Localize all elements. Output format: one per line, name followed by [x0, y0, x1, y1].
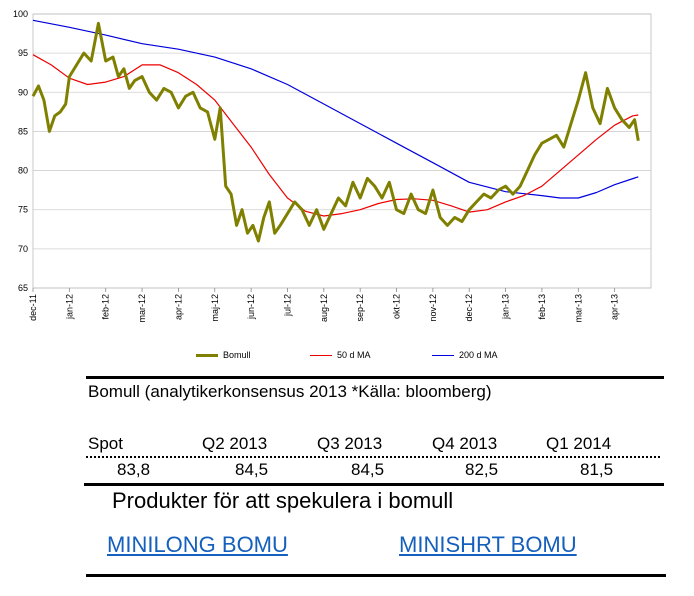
x-tick-label: okt-12 — [392, 294, 402, 319]
x-tick-label: feb-13 — [537, 294, 547, 320]
x-tick-label: jun-12 — [246, 294, 256, 320]
x-tick-label: jan-12 — [64, 294, 74, 320]
table-header-spot: Spot — [88, 434, 123, 453]
table-value-q1-2014: 81,5 — [580, 460, 614, 479]
x-axis: dec-11 jan-12 feb-12 mar-12 apr-12 maj-12 jun-… — [28, 288, 620, 323]
legend-label-200d-ma: 200 d MA — [459, 350, 498, 360]
chart-series — [31, 19, 640, 243]
legend-swatch-200d-ma — [432, 354, 454, 356]
series-line-bomull — [31, 21, 640, 243]
x-tick-label: aug-12 — [319, 294, 329, 322]
x-tick-label: mar-12 — [137, 294, 147, 323]
legend-item-200d-ma: 200 d MA — [432, 350, 498, 360]
legend-label-bomull: Bomull — [223, 350, 251, 360]
x-tick-label: dec-12 — [464, 294, 474, 322]
x-tick-label: dec-11 — [28, 294, 38, 321]
chart-legend: Bomull 50 d MA 200 d MA — [0, 350, 694, 366]
y-tick-label: 95 — [18, 48, 28, 58]
table-value-spot: 83,8 — [117, 460, 151, 479]
legend-swatch-50d-ma — [310, 354, 332, 356]
minilong-bomu-link[interactable]: MINILONG BOMU — [107, 532, 288, 557]
y-tick-label: 100 — [13, 9, 28, 19]
table-top-rule — [86, 376, 664, 379]
minishrt-bomu-link[interactable]: MINISHRT BOMU — [399, 532, 577, 557]
table-header-q3-2013: Q3 2013 — [317, 434, 383, 453]
table-header-divider — [86, 456, 660, 458]
table-bottom-rule — [84, 483, 664, 486]
y-tick-label: 80 — [18, 166, 28, 176]
series-line-50-d-ma — [32, 54, 639, 217]
table-value-q3-2013: 84,5 — [351, 460, 385, 479]
legend-item-bomull: Bomull — [196, 350, 251, 360]
x-tick-label: sep-12 — [355, 294, 365, 322]
chart-grid — [33, 13, 651, 289]
y-tick-label: 75 — [18, 205, 28, 215]
table-header-q4-2013: Q4 2013 — [432, 434, 498, 453]
products-heading: Produkter för att spekulera i bomull — [112, 488, 454, 513]
y-tick-label: 85 — [18, 126, 28, 136]
table-title: Bomull (analytikerkonsensus 2013 *Källa:… — [88, 382, 492, 401]
x-tick-label: nov-12 — [428, 294, 438, 322]
x-tick-label: mar-13 — [573, 294, 583, 323]
x-tick-label: feb-12 — [101, 294, 111, 320]
plot-area-frame — [32, 13, 652, 289]
x-tick-label: apr-12 — [173, 294, 183, 320]
table-value-q2-2013: 84,5 — [235, 460, 269, 479]
table-header-q1-2014: Q1 2014 — [546, 434, 612, 453]
y-tick-label: 70 — [18, 244, 28, 254]
x-tick-label: jul-12 — [282, 294, 292, 317]
series-line-200-d-ma — [32, 19, 639, 199]
table-header-q2-2013: Q2 2013 — [202, 434, 268, 453]
legend-label-50d-ma: 50 d MA — [337, 350, 371, 360]
bottom-rule — [86, 574, 666, 577]
y-tick-label: 65 — [18, 283, 28, 293]
x-tick-label: apr-13 — [610, 294, 620, 320]
cotton-price-chart: 65 70 75 80 85 90 95 100 dec-11 jan-12 feb-12 mar-… — [13, 9, 652, 323]
x-tick-label: maj-12 — [210, 294, 220, 322]
y-axis: 65 70 75 80 85 90 95 100 — [13, 9, 28, 293]
table-value-q4-2013: 82,5 — [465, 460, 499, 479]
y-tick-label: 90 — [18, 87, 28, 97]
x-tick-label: jan-13 — [501, 294, 511, 320]
legend-item-50d-ma: 50 d MA — [310, 350, 371, 360]
legend-swatch-bomull — [196, 353, 218, 357]
